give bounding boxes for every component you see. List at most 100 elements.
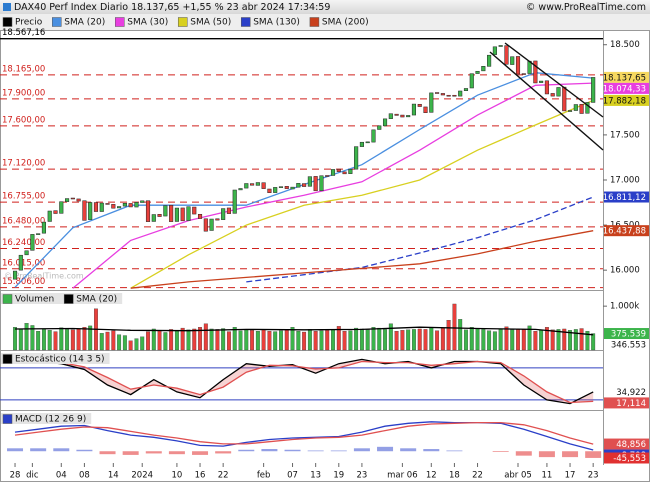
- channel-top: [504, 42, 604, 118]
- candle: [111, 204, 116, 209]
- volume-bar: [533, 330, 538, 351]
- candle: [544, 80, 549, 95]
- volume-bar: [319, 330, 324, 351]
- histogram-bar: [562, 451, 579, 458]
- candle: [278, 186, 284, 188]
- histogram-bar: [515, 451, 532, 456]
- volume-bar: [186, 329, 191, 351]
- candle: [180, 207, 185, 222]
- volume-bar: [53, 331, 58, 351]
- volume-bar: [76, 328, 81, 351]
- candle: [521, 73, 526, 75]
- legend-swatch: [2, 294, 13, 304]
- volume-bar: [371, 327, 376, 351]
- candle: [140, 200, 145, 203]
- candle: [30, 234, 35, 251]
- volume-bar: [469, 327, 474, 351]
- legend-swatch: [2, 17, 13, 27]
- volume-bar: [487, 330, 492, 351]
- legend-swatch: [52, 17, 62, 27]
- candle: [510, 56, 515, 65]
- volume-bar: [481, 329, 486, 351]
- volume-bar: [226, 331, 231, 351]
- histogram-bar: [538, 451, 555, 458]
- histogram-bar: [53, 448, 70, 452]
- candle: [267, 188, 272, 193]
- candle: [226, 207, 231, 214]
- candle: [273, 187, 278, 193]
- histogram-bar: [261, 449, 278, 452]
- candle: [59, 201, 64, 214]
- candle: [533, 60, 538, 84]
- x-tick-label: 19: [333, 471, 344, 481]
- candle: [70, 197, 75, 200]
- level-label: 18.165,00: [2, 64, 45, 74]
- volume-bar: [406, 329, 411, 351]
- watermark: © ProRealTime.com: [4, 272, 84, 281]
- end-label-box: [604, 328, 649, 340]
- end-label-box: [604, 225, 649, 237]
- volume-bar: [198, 327, 202, 351]
- volume-bar: [140, 336, 145, 351]
- candle: [579, 103, 584, 114]
- candle: [290, 186, 295, 190]
- candle: [93, 202, 99, 212]
- candle: [591, 77, 596, 103]
- legend-label: SMA (20): [64, 18, 105, 28]
- candle: [573, 104, 578, 111]
- histogram-bar: [585, 451, 602, 458]
- volume-bar: [394, 330, 399, 351]
- indicator-line: [246, 196, 594, 283]
- volume-bar: [117, 334, 122, 351]
- end-label: 16.811,12: [603, 193, 646, 203]
- candle: [174, 207, 179, 222]
- y-tick-label: 1.000k: [610, 302, 639, 312]
- end-label-box: [604, 452, 649, 464]
- indicator-line: [14, 360, 594, 404]
- x-tick-label: 10: [171, 471, 182, 481]
- volume-bar: [544, 327, 549, 351]
- volume-bar: [325, 330, 330, 351]
- x-tick-label: 14: [108, 471, 119, 481]
- x-tick-label: 18: [449, 471, 460, 481]
- candle: [365, 141, 370, 144]
- candle: [469, 73, 474, 89]
- volume-bar: [163, 332, 168, 351]
- candle: [452, 94, 457, 97]
- end-label-box: [604, 397, 649, 409]
- candle: [539, 80, 544, 83]
- logo: [3, 3, 11, 11]
- volume-bar: [423, 329, 428, 351]
- candle: [18, 254, 23, 271]
- legend-label: SMA (30): [127, 18, 168, 28]
- candle: [388, 113, 393, 119]
- histogram-bar: [330, 450, 347, 452]
- candle: [406, 115, 411, 118]
- histogram-bar: [168, 451, 185, 455]
- legend-label: Estocástico (14 3 5): [15, 355, 105, 365]
- end-label-box: [604, 438, 649, 450]
- candle: [504, 45, 509, 65]
- level-label: 16.240,00: [2, 238, 45, 248]
- end-label-box: [604, 191, 649, 203]
- candle: [446, 94, 451, 97]
- volume-bar: [250, 330, 255, 351]
- volume-bar: [267, 330, 272, 351]
- candle: [169, 204, 174, 222]
- candle: [417, 103, 422, 107]
- histogram-bar: [492, 451, 509, 452]
- volume-bar: [36, 330, 41, 351]
- channel-bottom: [489, 51, 604, 151]
- candle: [400, 114, 405, 118]
- volume-bar: [232, 327, 237, 351]
- volume-bar: [400, 330, 405, 351]
- volume-bar: [521, 329, 526, 351]
- volume-bar: [377, 327, 382, 351]
- legend-swatch: [309, 17, 320, 27]
- candle: [197, 214, 203, 219]
- candle: [585, 102, 590, 114]
- candle: [435, 92, 440, 94]
- legend-swatch: [2, 354, 13, 364]
- volume-bar: [128, 340, 133, 351]
- volume-bar: [18, 328, 23, 351]
